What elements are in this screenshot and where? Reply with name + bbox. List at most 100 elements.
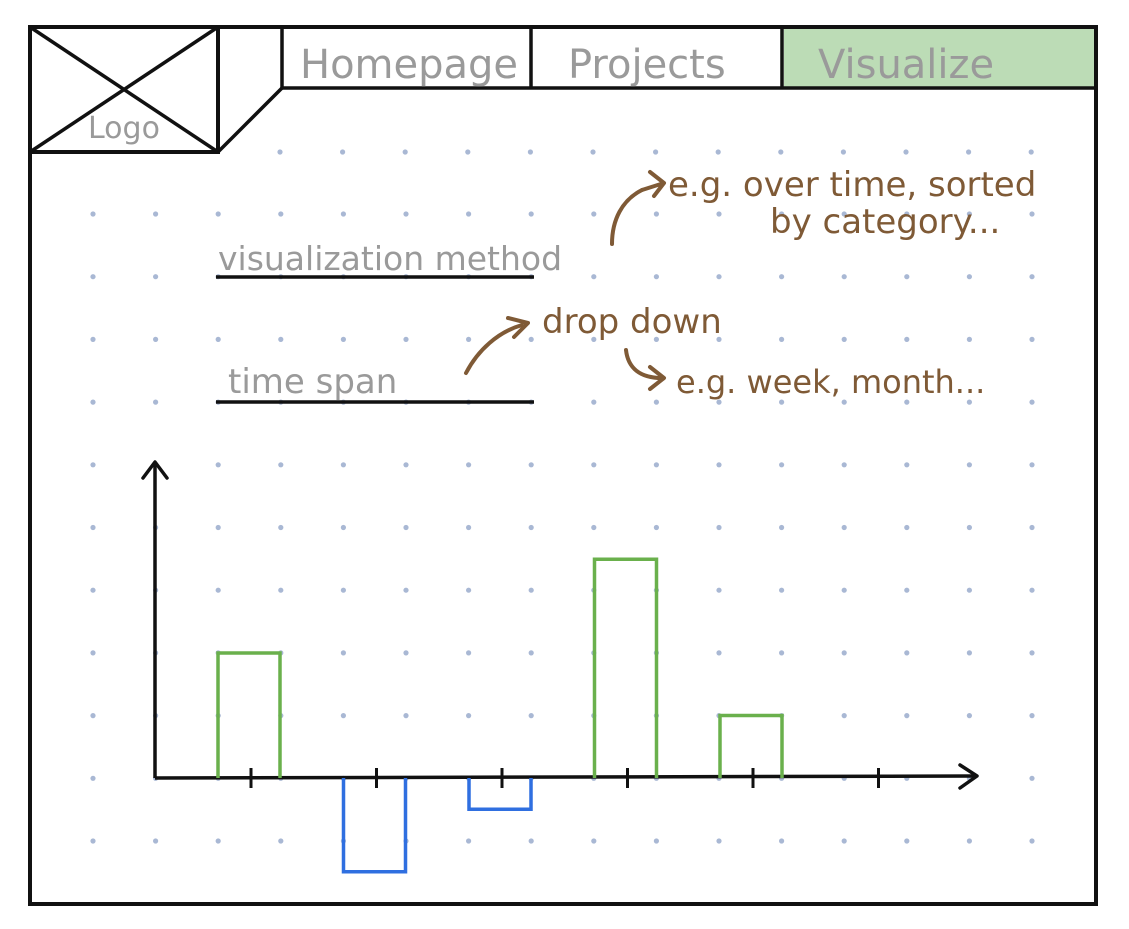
grid-dot: [841, 462, 847, 468]
grid-dot: [278, 462, 284, 468]
arrow-head-icon: [648, 365, 666, 391]
logo[interactable]: Logo: [28, 25, 220, 154]
grid-dot: [716, 462, 722, 468]
grid-dot: [841, 524, 847, 531]
logo-label: Logo: [88, 111, 160, 146]
grid-dot: [966, 587, 973, 593]
x-axis: [154, 774, 976, 780]
grid-dot: [904, 713, 910, 719]
grid-dot: [340, 149, 346, 155]
grid-dot: [841, 336, 847, 342]
grid-dot: [653, 149, 659, 155]
method-note-line1: e.g. over time, sorted: [668, 165, 1036, 205]
grid-dot: [904, 587, 910, 593]
grid-dot: [591, 211, 597, 217]
grid-dot: [153, 336, 159, 342]
tab-homepage-label: Homepage: [300, 42, 518, 88]
grid-dot: [340, 211, 346, 217]
grid-dot: [779, 336, 785, 342]
grid-dot: [215, 462, 221, 468]
grid-dot: [90, 587, 96, 593]
grid-dot: [1029, 462, 1035, 468]
grid-dot: [215, 211, 221, 217]
grid-dot: [1029, 587, 1035, 593]
tab-visualize[interactable]: Visualize: [818, 42, 994, 88]
grid-dot: [528, 650, 534, 656]
grid-dot: [904, 211, 910, 217]
dropdown-example-arrow: [624, 348, 664, 380]
grid-dot: [466, 650, 472, 656]
grid-dot: [1029, 524, 1035, 531]
grid-dot: [528, 462, 534, 468]
grid-dot: [466, 211, 472, 217]
grid-dot: [779, 399, 785, 405]
grid-dot: [466, 524, 472, 531]
grid-dot: [591, 838, 597, 844]
method-annotation-arrow: [610, 188, 644, 246]
grid-dot: [153, 211, 159, 217]
grid-dot: [277, 149, 283, 155]
tab-visualize-label: Visualize: [818, 42, 994, 88]
page-frame: [28, 25, 1098, 906]
x-axis-ticks: [249, 768, 880, 788]
grid-dot: [841, 399, 847, 405]
dropdown-note: drop down: [542, 302, 722, 342]
grid-dot: [215, 838, 221, 844]
grid-dot: [403, 650, 409, 656]
grid-dot: [153, 399, 159, 405]
grid-dot: [904, 274, 910, 280]
chart-bars: [216, 557, 784, 874]
grid-dot: [653, 211, 660, 217]
grid-dot: [153, 274, 159, 280]
grid-dot: [653, 838, 660, 844]
method-annotation: e.g. over time, sorted by category...: [610, 165, 1036, 246]
grid-dot: [966, 462, 973, 468]
visualization-method-field[interactable]: visualization method: [216, 239, 562, 279]
grid-dot: [779, 650, 785, 656]
grid-dot: [653, 399, 660, 405]
grid-dot: [653, 524, 660, 531]
grid-dot: [590, 149, 596, 155]
bar-chart: [141, 460, 979, 874]
grid-dot: [716, 587, 722, 593]
grid-dot: [1029, 775, 1035, 781]
visualization-method-label: visualization method: [218, 239, 562, 278]
tab-homepage[interactable]: Homepage: [300, 42, 518, 88]
grid-dot: [653, 336, 660, 342]
grid-dot: [716, 274, 722, 280]
grid-dot: [215, 336, 221, 342]
grid-dot: [215, 524, 221, 531]
grid-dot: [591, 336, 597, 342]
grid-dot: [716, 838, 722, 844]
grid-dot: [278, 211, 284, 217]
grid-dot: [278, 838, 284, 844]
chart-bar: [718, 713, 784, 778]
grid-dot: [716, 399, 722, 405]
grid-dot: [466, 838, 472, 844]
grid-dot: [904, 838, 910, 844]
grid-dot: [527, 149, 534, 155]
grid-dot: [340, 336, 346, 342]
grid-dot: [904, 399, 910, 405]
grid-dot: [528, 211, 534, 217]
grid-dot: [1029, 650, 1035, 656]
grid-dot: [403, 713, 409, 719]
tab-projects-label: Projects: [568, 42, 726, 88]
grid-dot: [904, 524, 910, 531]
time-span-field[interactable]: time span: [216, 362, 534, 404]
grid-dot: [402, 149, 408, 155]
grid-dot: [466, 587, 472, 593]
logo-placeholder-cross: [29, 25, 219, 154]
grid-dot: [90, 211, 96, 217]
grid-dot: [841, 587, 847, 593]
grid-dot: [779, 211, 785, 217]
grid-dot: [591, 524, 597, 531]
grid-dot: [90, 462, 96, 468]
chart-bar: [592, 557, 659, 778]
tab-projects[interactable]: Projects: [568, 42, 726, 88]
time-span-label: time span: [228, 362, 397, 402]
grid-dot: [1029, 211, 1035, 217]
grid-dot: [403, 462, 409, 468]
tab-visualize-highlight: [784, 29, 1094, 88]
